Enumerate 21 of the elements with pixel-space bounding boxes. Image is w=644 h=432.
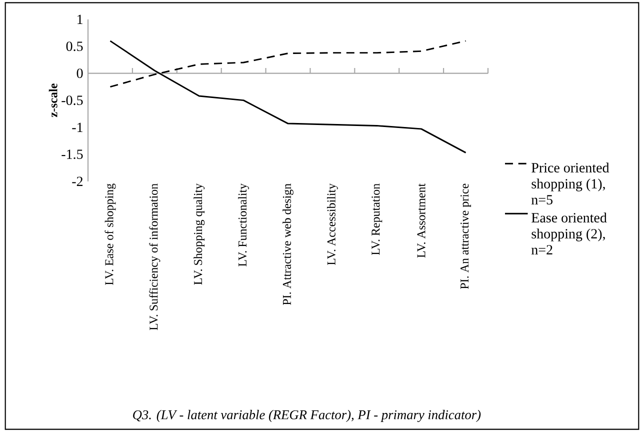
- x-tick-label: LV. Accessibility: [326, 183, 338, 266]
- y-tick-label: -2: [72, 176, 83, 186]
- x-tick-label: LV. Sufficiency of information: [149, 184, 160, 330]
- y-tick-label: -1: [72, 122, 82, 132]
- y-tick-label: -1.5: [62, 150, 83, 160]
- line-series: [109, 40, 467, 154]
- x-tick-label: LV. Ease of shopping: [104, 184, 116, 286]
- x-tick-label: LV. Reputation: [372, 184, 382, 256]
- x-tick-label: LV. Functionality: [238, 183, 250, 266]
- y-tick-label: 0.5: [66, 42, 83, 52]
- text: Q3. (LV - latent variable (REGR Factor), PI - primary indicator): [133, 410, 481, 422]
- y-axis-title: z-scale: [48, 84, 58, 118]
- x-tick-label: PI. An attractive price: [460, 184, 472, 289]
- x-tick-label: PI. Attractive web design: [282, 184, 294, 305]
- x-tick-label: LV. Shopping quality: [194, 183, 205, 285]
- y-tick-label: 1: [78, 14, 82, 24]
- legend-label: Price oriented shopping (1), n=5: [531, 162, 610, 204]
- y-tick-label: 0: [76, 68, 83, 78]
- x-tick-label: LV. Assortment: [417, 183, 426, 258]
- y-tick-label: -0.5: [62, 96, 83, 106]
- legend-label: Ease oriented shopping (2), n=2: [531, 212, 607, 254]
